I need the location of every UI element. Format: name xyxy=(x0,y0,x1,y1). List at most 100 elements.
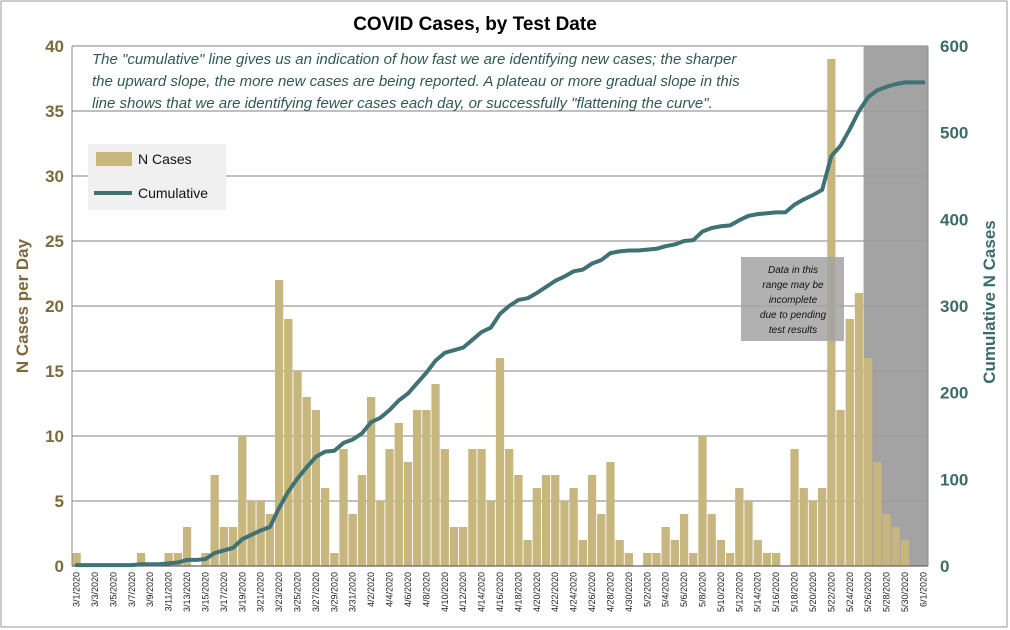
bar xyxy=(136,553,146,566)
x-tick-label: 4/28/2020 xyxy=(605,572,615,612)
x-tick-label: 5/20/2020 xyxy=(808,572,818,612)
bar xyxy=(560,501,569,566)
bar xyxy=(339,449,348,566)
bar xyxy=(532,488,541,566)
x-tick-label: 3/23/2020 xyxy=(274,572,284,612)
x-tick-label: 5/10/2020 xyxy=(716,572,726,612)
x-tick-label: 3/9/2020 xyxy=(145,572,155,607)
bar xyxy=(366,397,376,566)
bar xyxy=(348,514,357,566)
incomplete-data-note: Data in this range may be incomplete due… xyxy=(741,257,844,341)
bar xyxy=(578,540,587,566)
x-tick-label: 4/10/2020 xyxy=(440,572,450,612)
bar xyxy=(698,436,707,566)
x-tick-label: 3/27/2020 xyxy=(311,572,321,612)
y-tick-label-right: 600 xyxy=(940,37,968,56)
bar xyxy=(173,553,182,566)
x-tick-label: 5/12/2020 xyxy=(734,572,744,612)
bar xyxy=(311,410,321,566)
bar xyxy=(624,553,634,566)
bar xyxy=(164,553,173,566)
bar xyxy=(468,449,477,566)
incomplete-data-box xyxy=(741,257,844,341)
note-line-3: line shows that we are identifying fewer… xyxy=(92,95,713,112)
bar xyxy=(440,449,449,566)
bar xyxy=(882,514,891,566)
x-tick-label: 4/22/2020 xyxy=(550,572,560,612)
bar xyxy=(422,410,431,566)
bar xyxy=(376,501,385,566)
bar xyxy=(265,514,275,566)
y-axis-label-left: N Cases per Day xyxy=(13,238,32,373)
bar xyxy=(431,384,440,566)
x-tick-label: 5/16/2020 xyxy=(771,572,781,612)
bar xyxy=(330,553,339,566)
bar xyxy=(449,527,459,566)
y-tick-label-left: 20 xyxy=(45,297,64,316)
legend: N Cases Cumulative xyxy=(88,144,226,210)
y-axis-label-right: Cumulative N Cases xyxy=(980,220,999,383)
bar xyxy=(486,501,495,566)
bar xyxy=(707,514,716,566)
bar xyxy=(771,553,781,566)
legend-swatch-n-cases xyxy=(96,152,132,166)
bar xyxy=(643,553,652,566)
bar xyxy=(808,501,818,566)
box-line-2: range may be xyxy=(762,280,824,291)
y-tick-label-left: 15 xyxy=(45,362,64,381)
x-tick-label: 4/26/2020 xyxy=(587,572,597,612)
x-tick-label: 4/20/2020 xyxy=(532,572,542,612)
x-tick-label: 3/15/2020 xyxy=(200,572,210,612)
y-tick-label-left: 10 xyxy=(45,427,64,446)
x-tick-label: 5/18/2020 xyxy=(790,572,800,612)
y-tick-label-left: 35 xyxy=(45,102,64,121)
bar xyxy=(606,462,615,566)
x-tick-label: 5/28/2020 xyxy=(882,572,892,612)
x-tick-label: 3/13/2020 xyxy=(182,572,192,612)
bar xyxy=(72,553,81,566)
bar xyxy=(569,488,578,566)
x-tick-label: 4/14/2020 xyxy=(477,572,487,612)
x-tick-label: 4/6/2020 xyxy=(403,572,413,607)
x-tick-label: 3/7/2020 xyxy=(127,572,137,607)
bar xyxy=(845,319,854,566)
x-tick-label: 3/21/2020 xyxy=(256,572,266,612)
x-tick-label: 4/30/2020 xyxy=(624,572,634,612)
bar xyxy=(505,449,514,566)
bar xyxy=(514,475,523,566)
bar xyxy=(799,488,808,566)
bar xyxy=(689,553,698,566)
x-tick-label: 3/3/2020 xyxy=(90,572,100,607)
bar xyxy=(182,527,192,566)
note-line-1: The "cumulative" line gives us an indica… xyxy=(92,51,737,68)
bar xyxy=(385,449,394,566)
y-tick-label-right: 500 xyxy=(940,124,968,143)
bar xyxy=(873,462,882,566)
bar xyxy=(495,358,505,566)
bar xyxy=(541,475,551,566)
x-tick-label: 5/30/2020 xyxy=(900,572,910,612)
x-tick-label: 5/2/2020 xyxy=(642,572,652,607)
bar xyxy=(670,540,680,566)
bar xyxy=(725,553,735,566)
box-line-3: incomplete xyxy=(769,295,818,306)
bar xyxy=(762,553,772,566)
y-tick-label-right: 300 xyxy=(940,297,968,316)
box-line-4: due to pending xyxy=(760,310,827,321)
x-tick-label: 4/12/2020 xyxy=(458,572,468,612)
y-tick-label-left: 30 xyxy=(45,167,64,186)
x-tick-label: 3/1/2020 xyxy=(72,572,82,607)
y-tick-label-right: 0 xyxy=(940,557,949,576)
x-tick-label: 3/31/2020 xyxy=(348,572,358,612)
x-tick-label: 5/22/2020 xyxy=(826,572,836,612)
box-line-5: test results xyxy=(769,325,817,336)
x-tick-label: 4/18/2020 xyxy=(513,572,523,612)
bar xyxy=(818,488,827,566)
bar xyxy=(587,475,597,566)
x-tick-label: 3/19/2020 xyxy=(237,572,247,612)
bar xyxy=(219,527,229,566)
y-tick-label-left: 0 xyxy=(55,557,64,576)
bar xyxy=(403,462,413,566)
x-tick-label: 3/17/2020 xyxy=(219,572,229,612)
x-tick-label: 3/11/2020 xyxy=(164,572,174,611)
